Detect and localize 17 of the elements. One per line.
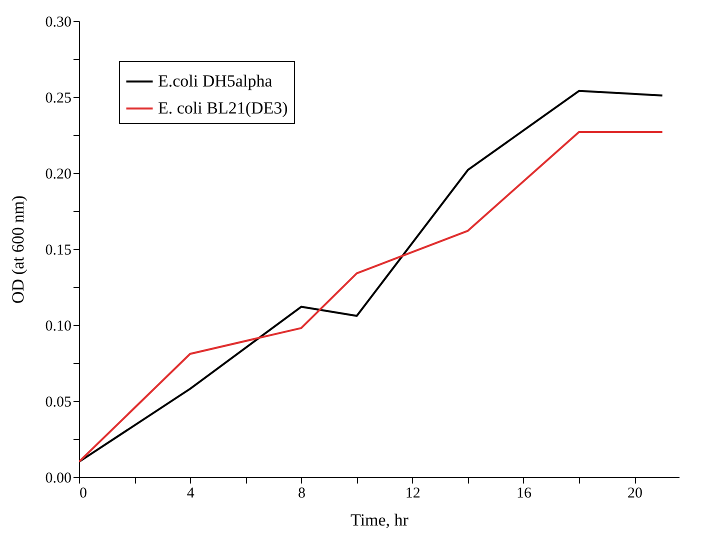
y-axis-title: OD (at 600 nm) xyxy=(8,195,28,304)
x-tick-label: 12 xyxy=(405,486,420,502)
x-tick-label: 4 xyxy=(186,486,195,502)
x-tick-label: 8 xyxy=(298,486,306,502)
y-tick-label: 0.05 xyxy=(45,394,72,410)
x-tick-label: 20 xyxy=(628,486,643,502)
y-tick-label: 0.15 xyxy=(45,242,72,258)
x-tick-label: 0 xyxy=(80,486,87,502)
x-tick-label: 16 xyxy=(516,486,532,502)
y-tick-label: 0.20 xyxy=(45,166,72,182)
y-tick-label: 0.00 xyxy=(45,470,72,486)
y-tick-label: 0.30 xyxy=(45,14,72,30)
y-tick-label: 0.25 xyxy=(45,90,72,106)
x-axis-title: Time, hr xyxy=(350,510,409,530)
legend-label: E.coli DH5alpha xyxy=(158,72,273,90)
y-tick-label: 0.10 xyxy=(45,318,72,334)
legend-label: E. coli BL21(DE3) xyxy=(158,98,288,118)
